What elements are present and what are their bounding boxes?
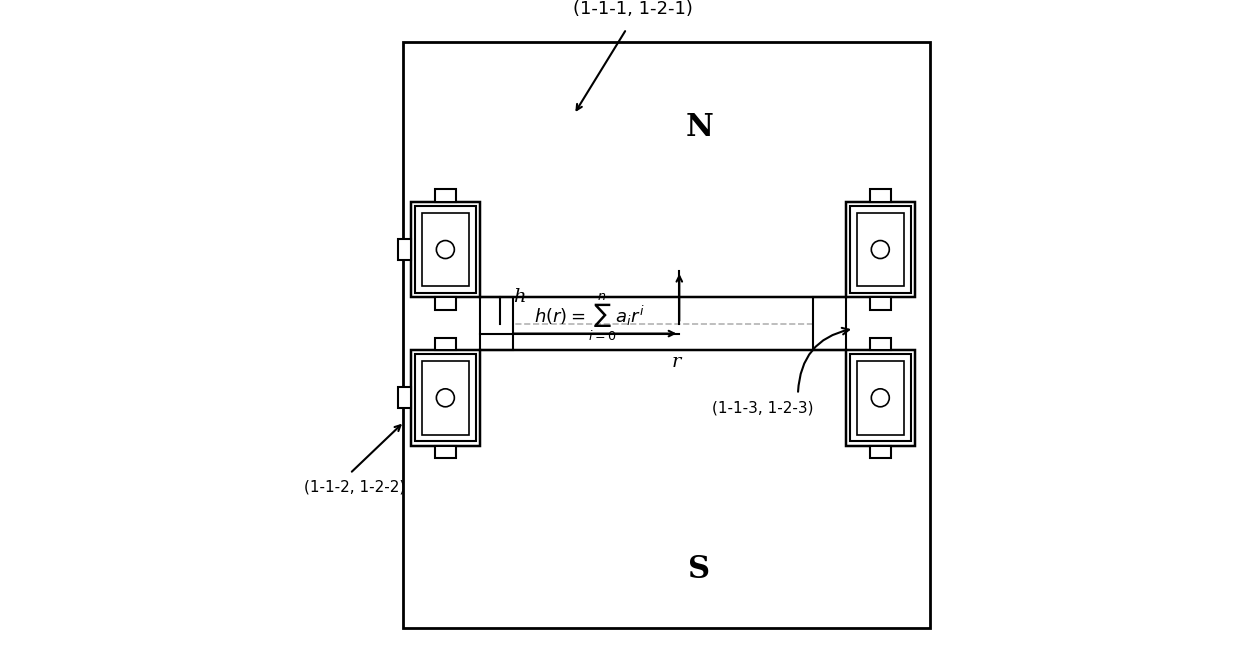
Text: (1-1-3, 1-2-3): (1-1-3, 1-2-3) — [712, 400, 813, 415]
Bar — [849, 354, 910, 442]
Bar — [846, 202, 915, 297]
Bar — [435, 337, 456, 350]
Text: $h(r)=\sum_{i=0}^{n} a_i r^i$: $h(r)=\sum_{i=0}^{n} a_i r^i$ — [534, 291, 645, 343]
Bar — [869, 189, 890, 202]
Bar — [869, 297, 890, 310]
Bar — [435, 297, 456, 310]
Text: N: N — [686, 112, 713, 143]
Circle shape — [436, 240, 454, 259]
Bar — [846, 350, 915, 446]
Bar — [403, 42, 930, 629]
Bar — [435, 446, 456, 458]
Bar — [857, 361, 904, 434]
FancyArrowPatch shape — [799, 328, 849, 391]
Circle shape — [436, 389, 454, 407]
Bar — [398, 387, 410, 408]
Bar — [480, 297, 513, 350]
Bar — [435, 189, 456, 202]
Bar — [857, 213, 904, 287]
Bar — [422, 213, 469, 287]
Circle shape — [872, 389, 889, 407]
Circle shape — [872, 240, 889, 259]
Bar — [812, 297, 846, 350]
Bar — [869, 446, 890, 458]
Text: S: S — [688, 554, 711, 584]
Text: h: h — [513, 289, 526, 307]
Text: r: r — [671, 353, 681, 371]
Bar — [422, 361, 469, 434]
Text: (1-1-1, 1-2-1): (1-1-1, 1-2-1) — [573, 0, 693, 18]
Bar — [398, 239, 410, 260]
Bar — [410, 202, 480, 297]
Bar — [410, 350, 480, 446]
Bar — [869, 337, 890, 350]
Text: (1-1-2, 1-2-2): (1-1-2, 1-2-2) — [304, 479, 405, 494]
Bar — [849, 206, 910, 293]
Bar — [415, 354, 476, 442]
Bar — [415, 206, 476, 293]
